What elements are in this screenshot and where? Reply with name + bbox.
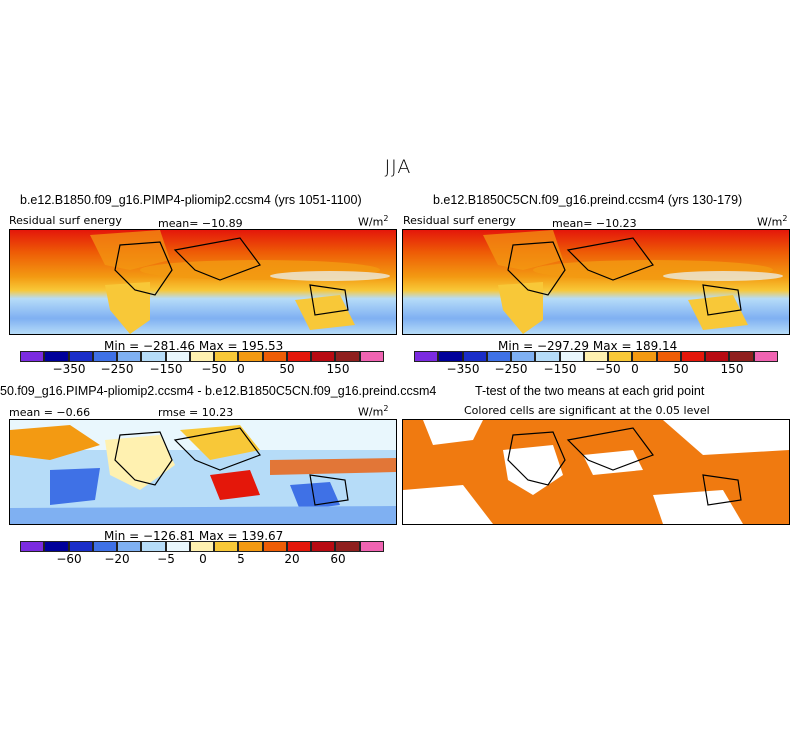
season-title: JJA (384, 156, 412, 178)
panel3-tick: 5 (237, 552, 245, 566)
panel2-tick: −150 (543, 362, 577, 376)
panel2-map (402, 229, 790, 335)
panel2-mean: mean= −10.23 (552, 217, 637, 230)
panel2-tick: −50 (595, 362, 621, 376)
panel1-map (9, 229, 397, 335)
panel1-tick: −150 (149, 362, 183, 376)
panel2-map-svg (403, 230, 789, 334)
panel2-tick: 150 (720, 362, 744, 376)
panel1-mean: mean= −10.89 (158, 217, 243, 230)
panel2-tick: 0 (631, 362, 639, 376)
panel3-tick: 60 (330, 552, 346, 566)
panel1-title: b.e12.B1850.f09_g16.PIMP4-pliomip2.ccsm4… (20, 193, 362, 207)
panel3-tick: −60 (56, 552, 82, 566)
panel3-map-svg (10, 420, 396, 524)
panel1-tick: 0 (237, 362, 245, 376)
panel2-tick: 50 (673, 362, 689, 376)
panel1-map-svg (10, 230, 396, 334)
panel1-variable: Residual surf energy (9, 214, 122, 227)
panel3-tick: −5 (157, 552, 175, 566)
panel3-tick: 0 (199, 552, 207, 566)
panel4-map (402, 419, 790, 525)
panel3-tick: −20 (104, 552, 130, 566)
panel1-minmax: Min = −281.46 Max = 195.53 (104, 339, 284, 353)
panel2-minmax: Min = −297.29 Max = 189.14 (498, 339, 678, 353)
panel4-title: T-test of the two means at each grid poi… (475, 384, 705, 398)
panel1-tick: −250 (100, 362, 134, 376)
panel1-tick: 150 (326, 362, 350, 376)
panel3-map (9, 419, 397, 525)
panel3-tick: 20 (284, 552, 300, 566)
panel4-map-svg (403, 420, 789, 524)
panel3-rmse: rmse = 10.23 (158, 406, 234, 419)
panel3-mean: mean = −0.66 (9, 406, 91, 419)
panel3-title: 50.f09_g16.PIMP4-pliomip2.ccsm4 - b.e12.… (0, 384, 437, 398)
panel3-colorbar (20, 541, 384, 552)
panel2-colorbar (414, 351, 778, 362)
panel3-units: W/m2 (358, 404, 389, 419)
panel1-units: W/m2 (358, 214, 389, 229)
panel2-tick: −350 (446, 362, 480, 376)
panel1-colorbar (20, 351, 384, 362)
panel2-title: b.e12.B1850C5CN.f09_g16.preind.ccsm4 (yr… (433, 193, 743, 207)
panel2-units: W/m2 (757, 214, 788, 229)
panel1-tick: −350 (52, 362, 86, 376)
panel2-variable: Residual surf energy (403, 214, 516, 227)
panel3-minmax: Min = −126.81 Max = 139.67 (104, 529, 284, 543)
panel4-subtitle: Colored cells are significant at the 0.0… (464, 404, 710, 417)
panel1-tick: −50 (201, 362, 227, 376)
panel2-tick: −250 (494, 362, 528, 376)
panel1-tick: 50 (279, 362, 295, 376)
